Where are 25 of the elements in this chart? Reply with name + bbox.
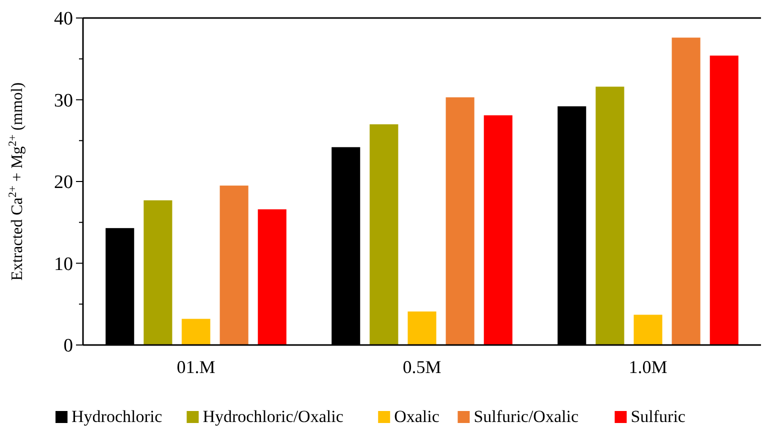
legend-label: Hydrochloric <box>72 407 163 426</box>
x-tick-label: 1.0M <box>628 357 668 377</box>
bar <box>596 86 624 345</box>
y-tick-label: 40 <box>54 8 73 30</box>
legend-label: Sulfuric/Oxalic <box>474 407 579 426</box>
bar <box>144 200 172 345</box>
y-tick-label: 30 <box>54 90 73 112</box>
bar <box>484 115 512 345</box>
bar <box>258 209 286 345</box>
bar <box>370 124 398 345</box>
x-tick-label: 0.5M <box>402 357 442 377</box>
bar <box>710 56 738 345</box>
legend-label: Sulfuric <box>630 407 686 426</box>
y-tick-label: 20 <box>54 172 73 194</box>
legend-label: Oxalic <box>394 407 440 426</box>
bar <box>672 38 700 345</box>
bar <box>446 97 474 345</box>
bar <box>182 318 210 345</box>
bar <box>220 186 248 345</box>
y-tick-label: 0 <box>64 336 73 357</box>
y-tick-label: 10 <box>54 254 73 275</box>
bar <box>408 311 436 345</box>
legend-label: Hydrochloric/Oxalic <box>202 407 344 426</box>
bar <box>634 314 662 345</box>
x-tick-label: 01.M <box>176 357 216 377</box>
